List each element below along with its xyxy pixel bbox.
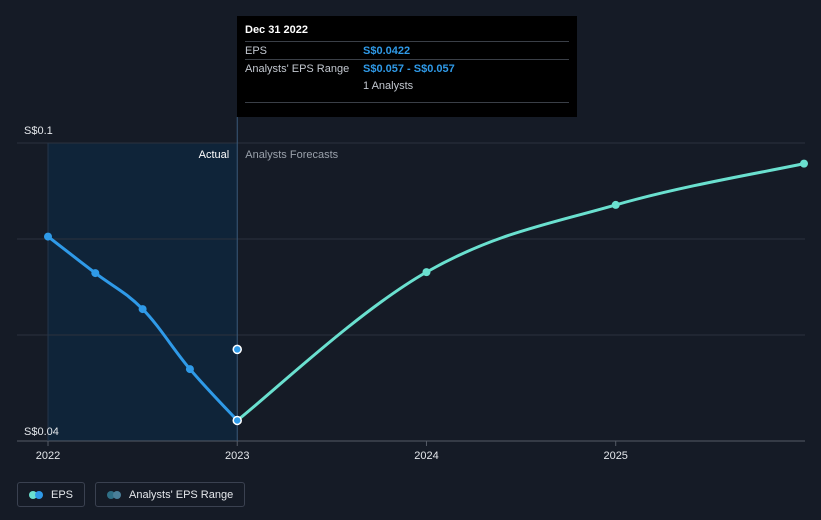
y-axis-bottom-label: S$0.04 xyxy=(24,426,59,438)
legend-eps-button[interactable]: EPS xyxy=(17,482,86,507)
chart-legend: EPS Analysts' EPS Range xyxy=(17,482,246,507)
x-axis-ticks: 2022 2023 2024 2025 xyxy=(36,441,628,462)
eps-actual-point-2 xyxy=(138,305,147,314)
legend-range-button[interactable]: Analysts' EPS Range xyxy=(95,482,246,507)
hover-tooltip: Dec 31 2022 EPS S$0.0422 Analysts' EPS R… xyxy=(237,16,577,117)
actual-region-shading xyxy=(48,143,238,441)
x-tick-label-2024: 2024 xyxy=(414,450,438,462)
legend-eps-label: EPS xyxy=(51,488,74,501)
x-tick-label-2022: 2022 xyxy=(36,450,60,462)
eps-legend-icon xyxy=(29,490,43,499)
eps-actual-point-0 xyxy=(44,232,52,241)
grid-lines xyxy=(17,142,805,442)
series-points xyxy=(44,159,808,426)
analyst-range-point xyxy=(232,344,242,355)
eps-actual-point-4 xyxy=(232,415,242,426)
tooltip-eps-row: EPS S$0.0422 xyxy=(245,41,569,59)
eps-forecast-point-2 xyxy=(611,200,620,209)
tooltip-range-value: S$0.057 - S$0.057 xyxy=(363,62,455,75)
tooltip-date: Dec 31 2022 xyxy=(245,24,308,36)
eps-forecast-point-1 xyxy=(422,268,431,277)
tooltip-eps-label: EPS xyxy=(245,44,268,57)
x-tick-label-2023: 2023 xyxy=(225,450,249,462)
x-tick-label-2025: 2025 xyxy=(603,450,627,462)
tooltip-range-label: Analysts' EPS Range xyxy=(245,62,350,75)
forecast-region-label: Analysts Forecasts xyxy=(245,149,338,161)
range-legend-icon xyxy=(107,490,122,499)
legend-range-label: Analysts' EPS Range xyxy=(129,488,234,501)
tooltip-range-row: Analysts' EPS Range S$0.057 - S$0.057 xyxy=(245,59,569,77)
tooltip-divider xyxy=(245,102,569,103)
tooltip-analysts-count: 1 Analysts xyxy=(363,79,414,92)
actual-region-label: Actual xyxy=(199,149,230,161)
y-axis-top-label: S$0.1 xyxy=(24,125,53,137)
eps-actual-point-1 xyxy=(91,269,100,278)
eps-actual-point-3 xyxy=(185,365,194,374)
eps-forecast-line xyxy=(235,162,806,422)
eps-forecast-point-3 xyxy=(800,159,808,168)
tooltip-eps-value: S$0.0422 xyxy=(363,44,411,57)
